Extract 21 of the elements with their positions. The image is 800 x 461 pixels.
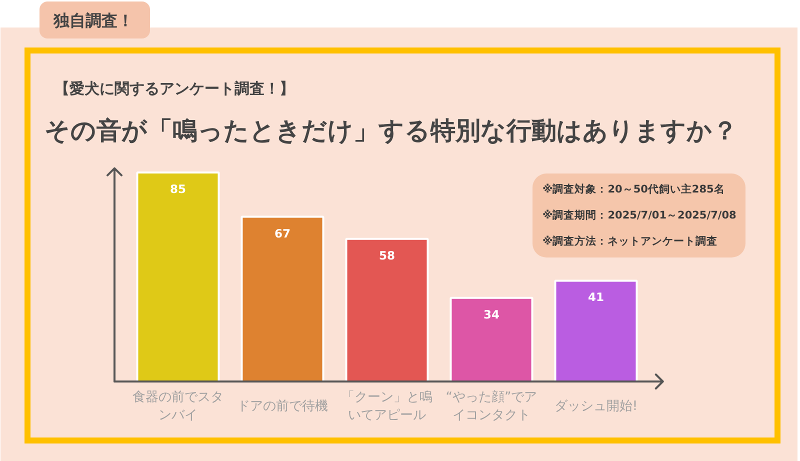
x-tick-label: ダッシュ開始! bbox=[554, 399, 638, 414]
bar bbox=[345, 238, 429, 382]
data-label: 67 bbox=[274, 226, 291, 240]
annotation: ※調査対象：20～50代飼い主285名 bbox=[542, 182, 725, 196]
chart-title: その音が「鳴ったときだけ」する特別な行動はありますか？ bbox=[44, 116, 738, 145]
data-label: 41 bbox=[588, 290, 604, 304]
bar bbox=[554, 280, 638, 382]
text: 独自調査！ bbox=[52, 11, 134, 30]
bar bbox=[240, 216, 324, 382]
x-tick-label: 食器の前でスタンバイ bbox=[132, 390, 224, 423]
data-label: 85 bbox=[170, 182, 186, 196]
x-tick-label: 「クーン」と鳴いてアピール bbox=[342, 390, 432, 423]
x-tick-label: ドアの前で待機 bbox=[237, 399, 328, 414]
chart-subtitle: 【愛犬に関するアンケート調査！】 bbox=[54, 80, 294, 98]
bar bbox=[450, 296, 534, 382]
annotation: ※調査期間：2025/7/01～2025/7/08 bbox=[542, 208, 736, 222]
data-label: 58 bbox=[379, 248, 396, 262]
data-label: 34 bbox=[484, 307, 500, 322]
x-tick-label: “やった顔”でアイコンタクト bbox=[446, 390, 538, 423]
annotation: ※調査方法：ネットアンケート調査 bbox=[542, 234, 718, 248]
bar bbox=[136, 172, 220, 382]
